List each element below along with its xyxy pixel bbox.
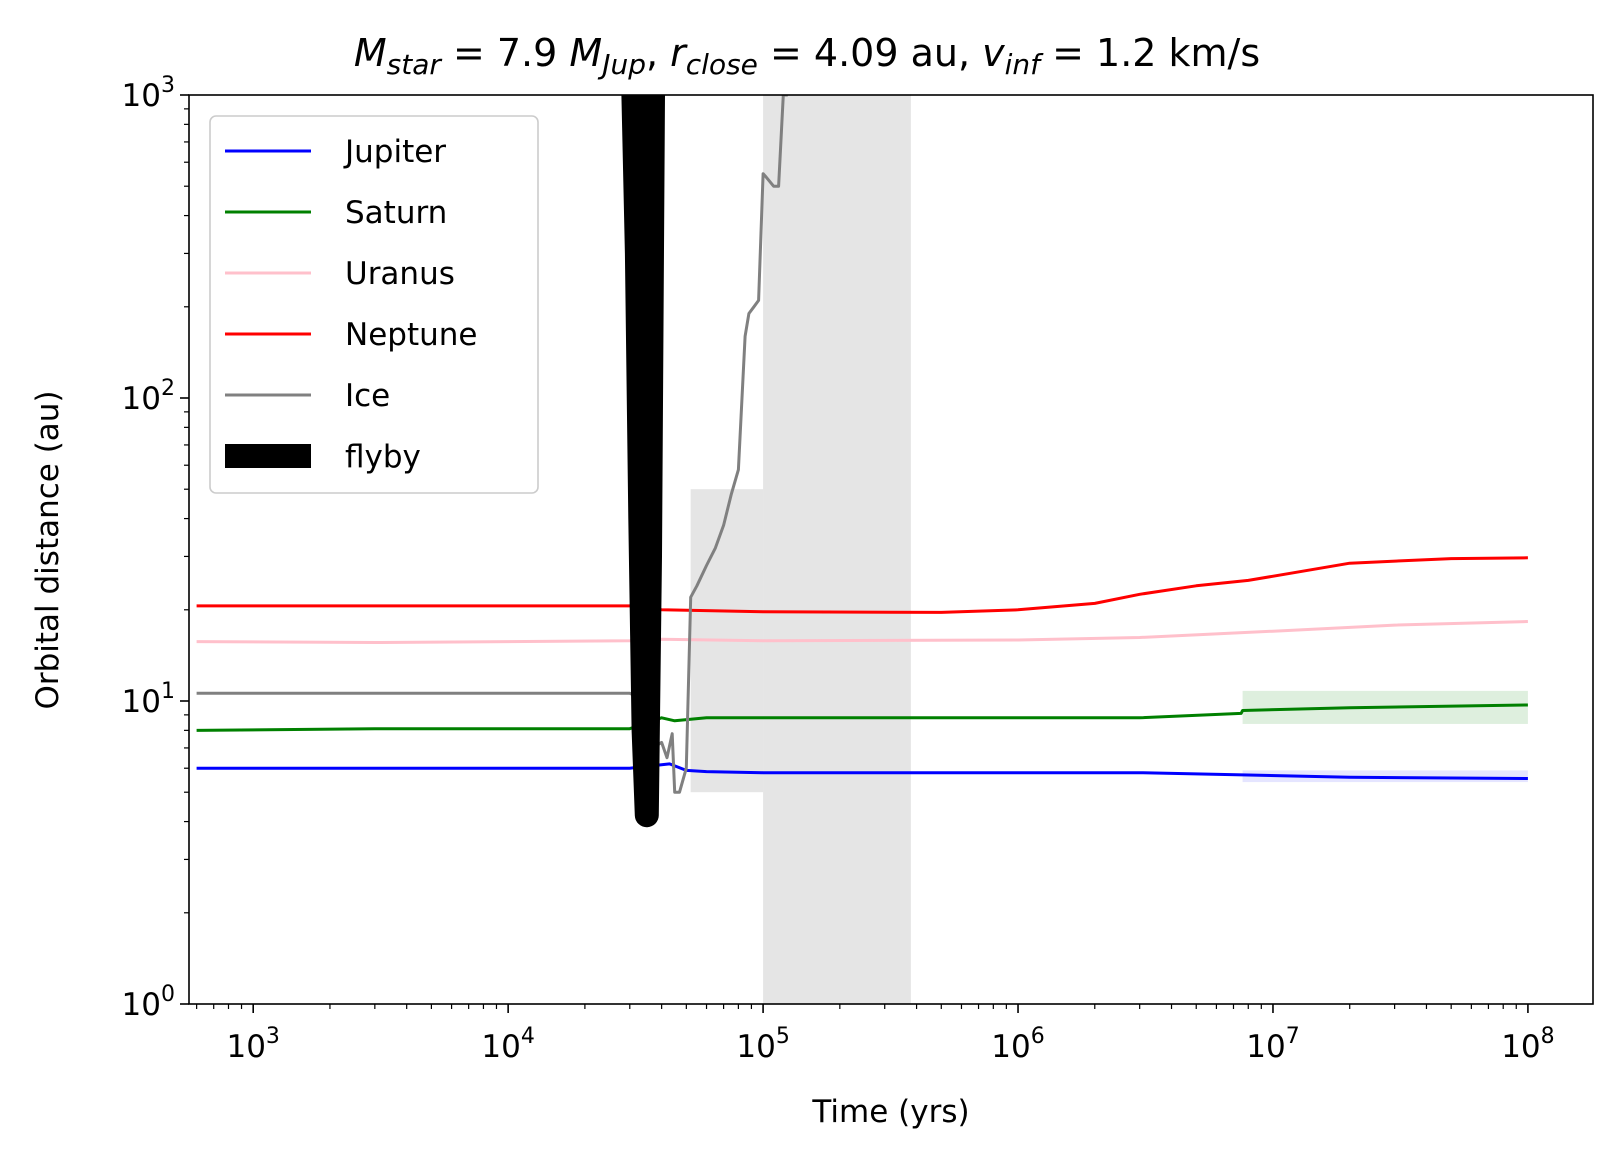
x-axis-label: Time (yrs) [811, 1094, 969, 1130]
legend-label-saturn: Saturn [345, 195, 447, 231]
legend-label-jupiter: Jupiter [343, 134, 446, 170]
x-tick-label: 107 [1246, 1024, 1299, 1065]
ice-spread-band [763, 95, 911, 1004]
legend-label-ice: Ice [345, 378, 390, 414]
legend-label-uranus: Uranus [345, 256, 455, 292]
series-line-uranus [196, 620, 1528, 644]
axes: 103 104 105 106 107 108 100 101 102 103 [122, 73, 1594, 1065]
legend: Jupiter Saturn Uranus Neptune Ice flyby [209, 115, 539, 494]
legend-box [209, 115, 539, 494]
svg-text:Mstar = 7.9 MJup, rclose = 4.0: Mstar = 7.9 MJup, rclose = 4.09 au, vinf… [354, 31, 1260, 81]
y-axis-label: Orbital distance (au) [30, 390, 66, 709]
series-layer [196, 95, 1528, 828]
series-line-jupiter [196, 762, 1528, 780]
series-line-flyby [621, 95, 665, 828]
x-tick-label: 103 [226, 1024, 279, 1065]
y-tick-label: 100 [122, 982, 175, 1023]
uncertainty-bands [690, 95, 1528, 1004]
y-tick-label: 103 [122, 73, 175, 114]
y-tick-label: 102 [122, 376, 175, 417]
x-tick-label: 105 [736, 1024, 789, 1065]
x-tick-label: 104 [481, 1024, 534, 1065]
x-tick-label: 108 [1501, 1024, 1554, 1065]
legend-label-neptune: Neptune [345, 317, 477, 353]
legend-label-flyby: flyby [345, 439, 421, 475]
x-tick-label: 106 [991, 1024, 1044, 1065]
series-line-saturn [196, 703, 1528, 732]
chart-title: Mstar = 7.9 MJup, rclose = 4.09 au, vinf… [354, 31, 1260, 81]
plot-frame [188, 94, 1594, 1005]
series-line-neptune [196, 556, 1528, 614]
y-tick-label: 101 [122, 679, 175, 720]
